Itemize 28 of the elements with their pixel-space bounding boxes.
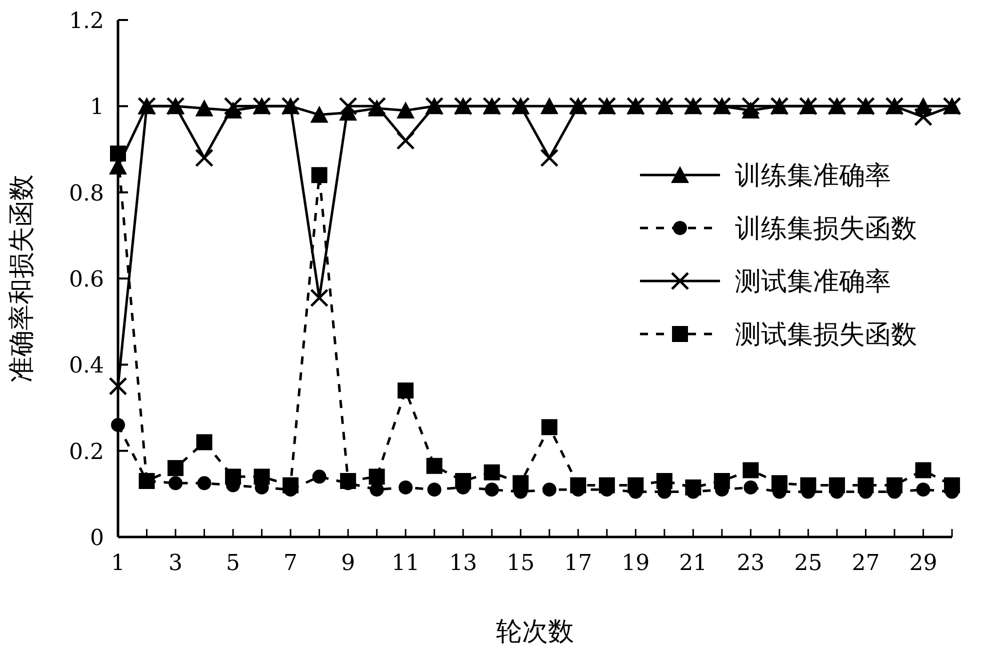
x-tick-label: 13 [449,551,478,576]
y-tick-label: 1 [90,95,104,120]
x-tick-label: 1 [111,551,125,576]
y-tick-label: 0.2 [69,440,104,465]
y-tick-label: 1.2 [69,9,104,34]
y-tick-label: 0.6 [69,268,104,292]
x-tick-label: 15 [506,551,535,576]
x-tick-label: 23 [736,551,765,576]
legend-label: 训练集准确率 [735,161,891,191]
x-tick-label: 27 [852,551,880,576]
legend-label: 测试集准确率 [735,267,891,297]
y-axis-title: 准确率和损失函数 [7,174,37,382]
legend-label: 训练集损失函数 [735,214,917,244]
x-tick-label: 7 [284,551,298,576]
x-axis-title: 轮次数 [496,617,574,647]
x-tick-label: 21 [679,551,708,576]
y-tick-label: 0.8 [69,181,104,206]
x-tick-label: 19 [622,551,650,576]
x-tick-label: 25 [794,551,822,576]
x-tick-label: 5 [226,551,240,576]
y-tick-label: 0.4 [69,354,104,379]
x-tick-label: 11 [392,551,420,576]
y-tick-label: 0 [90,526,104,551]
x-tick-label: 3 [168,551,183,576]
x-tick-label: 9 [341,551,356,576]
legend-label: 测试集损失函数 [735,320,917,350]
x-tick-label: 17 [564,551,592,576]
x-tick-label: 29 [909,551,938,576]
